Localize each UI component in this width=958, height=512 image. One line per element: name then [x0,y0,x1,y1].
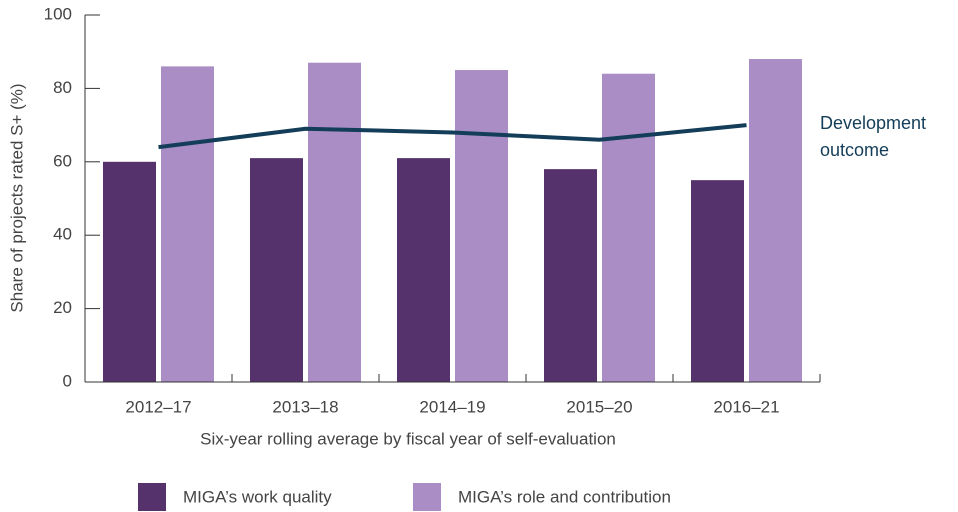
bar [161,66,214,382]
y-tick-label: 100 [44,4,72,23]
x-tick-label: 2013–18 [272,397,338,416]
bar [749,59,802,382]
x-axis-label: Six-year rolling average by fiscal year … [200,429,616,448]
bar [103,161,156,382]
x-tick-label: 2014–19 [419,397,485,416]
legend-label: MIGA’s role and contribution [458,487,671,506]
y-tick-label: 0 [63,371,72,390]
legend-swatch [138,483,166,511]
line [158,123,747,150]
bar [250,158,303,382]
bar [544,169,597,382]
bar [691,180,744,382]
x-tick-label: 2016–21 [713,397,779,416]
y-tick-label: 80 [53,78,72,97]
y-tick-label: 20 [53,298,72,317]
y-tick-label: 40 [53,225,72,244]
bar [397,158,450,382]
bar [455,70,508,383]
y-axis-label: Share of projects rated S+ (%) [7,83,26,312]
bar [602,73,655,382]
y-tick-label: 60 [53,151,72,170]
line-label: Development outcome [820,113,927,160]
legend-swatch [413,483,441,511]
legend-label: MIGA’s work quality [183,487,332,506]
x-tick-label: 2012–17 [125,397,191,416]
bar [308,62,361,383]
x-tick-label: 2015–20 [566,397,632,416]
